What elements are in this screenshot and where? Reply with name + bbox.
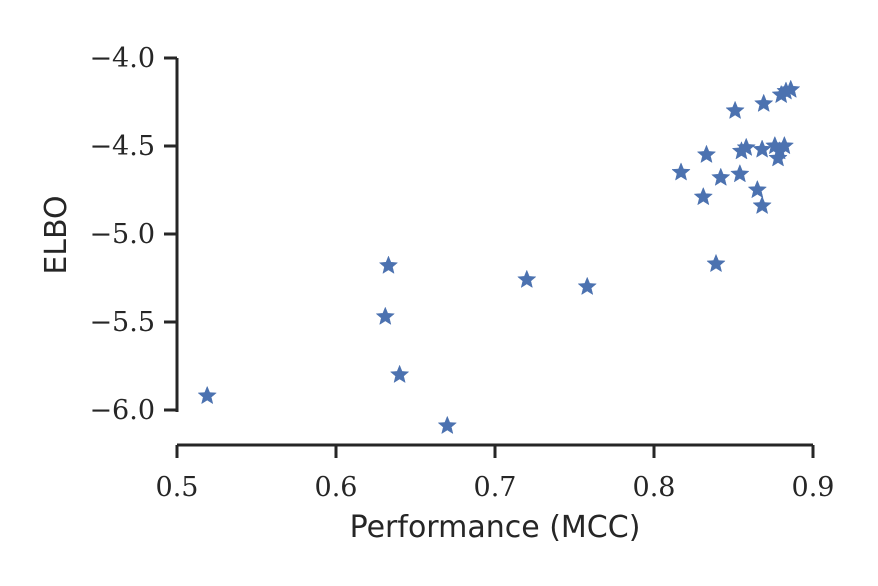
x-tick-label: 0.8	[633, 472, 676, 503]
x-axis: 0.5 0.6 0.7 0.8 0.9	[156, 443, 835, 503]
x-tick-label: 0.5	[156, 472, 199, 503]
data-point-star	[697, 145, 716, 163]
data-point-star	[376, 306, 395, 325]
x-tick-label: 0.9	[792, 472, 835, 503]
x-tick-label: 0.6	[315, 472, 358, 503]
data-point-star	[754, 94, 773, 112]
y-axis: −4.0 −4.5 −5.0 −5.5 −6.0	[89, 43, 179, 426]
data-points	[197, 79, 801, 434]
data-point-star	[197, 386, 217, 404]
data-point-star	[517, 270, 537, 288]
data-point-star	[438, 416, 457, 434]
data-point-star	[671, 162, 691, 181]
data-point-star	[752, 139, 772, 158]
data-point-star	[577, 277, 597, 295]
data-point-star	[775, 136, 794, 154]
y-tick-label: −6.0	[89, 395, 155, 426]
x-axis-title: Performance (MCC)	[350, 510, 641, 545]
data-point-star	[379, 255, 398, 274]
data-point-star	[768, 148, 788, 167]
data-point-star	[752, 196, 772, 214]
data-point-star	[730, 164, 750, 183]
data-point-star	[781, 79, 801, 98]
y-tick-label: −5.5	[89, 307, 155, 338]
data-point-star	[748, 180, 767, 198]
x-tick-label: 0.7	[474, 472, 517, 503]
y-tick-label: −4.5	[89, 131, 155, 162]
y-tick-label: −5.0	[89, 219, 155, 250]
y-tick-label: −4.0	[89, 43, 155, 74]
data-point-star	[390, 365, 409, 383]
data-point-star	[694, 187, 713, 205]
data-point-star	[736, 138, 756, 156]
y-axis-title: ELBO	[39, 195, 74, 274]
data-point-star	[725, 101, 745, 119]
data-point-star	[706, 254, 726, 272]
data-point-star	[711, 167, 731, 186]
